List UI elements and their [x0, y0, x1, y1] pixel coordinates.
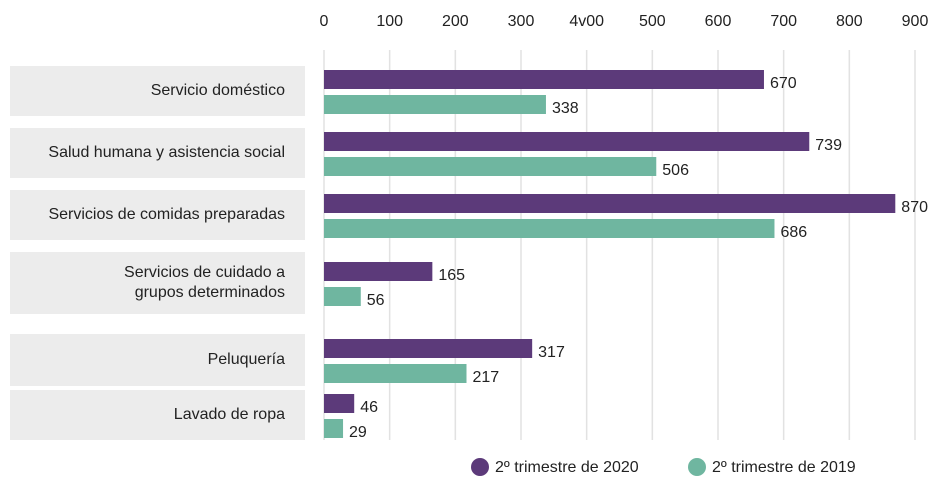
category-label: Salud humana y asistencia social — [48, 144, 285, 161]
bar — [324, 287, 361, 306]
x-tick-label: 200 — [442, 13, 469, 30]
data-label: 165 — [438, 267, 465, 284]
x-tick-label: 4v00 — [569, 13, 604, 30]
x-tick-label: 900 — [902, 13, 929, 30]
category-label: Servicio doméstico — [150, 82, 285, 99]
data-label: 46 — [360, 399, 378, 416]
bar — [324, 194, 896, 213]
category-label-box: Servicios de cuidado a grupos determinad… — [124, 264, 285, 301]
bar — [324, 157, 657, 176]
bar — [324, 419, 344, 438]
x-tick-label: 0 — [320, 13, 329, 30]
category-label-box: Servicio doméstico — [150, 82, 285, 99]
data-label: 686 — [780, 224, 807, 241]
data-label: 739 — [815, 137, 842, 154]
bar — [324, 219, 775, 238]
data-label: 317 — [538, 344, 565, 361]
data-label: 338 — [552, 100, 579, 117]
category-label-box: Lavado de ropa — [173, 406, 285, 423]
category-box — [10, 390, 305, 440]
data-label: 29 — [349, 424, 367, 441]
data-label: 506 — [662, 162, 689, 179]
category-box — [10, 128, 305, 178]
bar — [324, 132, 810, 151]
category-label: Servicios de comidas preparadas — [48, 206, 285, 223]
x-tick-label: 700 — [770, 13, 797, 30]
category-box — [10, 66, 305, 116]
category-label: Peluquería — [207, 351, 285, 368]
legend-swatch — [471, 458, 489, 476]
category-label-box: Salud humana y asistencia social — [48, 144, 285, 161]
data-label: 217 — [472, 369, 499, 386]
category-label: Servicios de cuidado a grupos determinad… — [124, 264, 285, 301]
x-tick-label: 300 — [508, 13, 535, 30]
legend-label: 2º trimestre de 2020 — [495, 459, 639, 476]
legend-label: 2º trimestre de 2019 — [712, 459, 856, 476]
x-tick-label: 500 — [639, 13, 666, 30]
data-label: 870 — [901, 199, 928, 216]
bar — [324, 394, 355, 413]
bar — [324, 70, 764, 89]
category-box — [10, 190, 305, 240]
x-tick-label: 100 — [376, 13, 403, 30]
category-box — [10, 252, 305, 314]
bar — [324, 364, 467, 383]
category-label-box: Peluquería — [207, 351, 285, 368]
bar — [324, 262, 433, 281]
x-tick-label: 800 — [836, 13, 863, 30]
grid — [323, 50, 916, 440]
data-label: 56 — [367, 292, 385, 309]
data-label: 670 — [770, 75, 797, 92]
category-label: Lavado de ropa — [173, 406, 285, 423]
bar — [324, 339, 533, 358]
legend-swatch — [688, 458, 706, 476]
x-tick-label: 600 — [705, 13, 732, 30]
category-label-box: Servicios de comidas preparadas — [48, 206, 285, 223]
category-box — [10, 334, 305, 386]
bar — [324, 95, 546, 114]
